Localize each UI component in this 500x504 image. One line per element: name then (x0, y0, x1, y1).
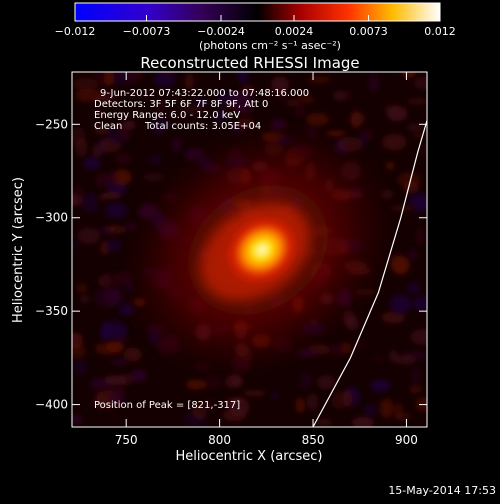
y-tick-label: −300 (35, 211, 68, 225)
colorbar-tick-label: −0.012 (55, 25, 96, 38)
colorbar-tick-label: 0.012 (424, 25, 456, 38)
colorbar-tick-label: 0.0073 (349, 25, 388, 38)
time-range-text: 9-Jun-2012 07:43:22.000 to 07:48:16.000 (100, 88, 309, 99)
colorbar-tick-label: −0.0024 (197, 25, 245, 38)
y-axis-ticks: −250 −300 −350 −400 (35, 117, 427, 412)
detectors-text: Detectors: 3F 5F 6F 7F 8F 9F, Att 0 (94, 99, 268, 110)
colorbar-tick-label: −0.0073 (123, 25, 171, 38)
x-axis-label: Heliocentric X (arcsec) (176, 449, 323, 464)
x-tick-label: 850 (302, 433, 325, 447)
observation-annotations: 9-Jun-2012 07:43:22.000 to 07:48:16.000 … (94, 88, 309, 411)
flare-source (225, 215, 299, 285)
x-tick-label: 900 (395, 433, 418, 447)
solar-limb-arc (312, 120, 427, 427)
total-counts-text: Total counts: 3.05E+04 (144, 121, 261, 132)
footer-timestamp: 15-May-2014 17:53 (388, 484, 496, 497)
colorbar-ticks: −0.012 −0.0073 −0.0024 0.0024 0.0073 0.012 (55, 15, 456, 38)
chart-title: Reconstructed RHESSI Image (140, 54, 359, 72)
colorbar: −0.012 −0.0073 −0.0024 0.0024 0.0073 0.012 (p… (55, 2, 456, 52)
x-axis-ticks: 750 800 850 900 (115, 72, 418, 447)
y-axis-label: Heliocentric Y (arcsec) (11, 177, 26, 323)
peak-position-text: Position of Peak = [821,-317] (94, 400, 240, 411)
colorbar-gradient (74, 2, 441, 22)
y-tick-label: −400 (35, 398, 68, 412)
plot-frame (71, 71, 428, 428)
x-tick-label: 800 (208, 433, 231, 447)
y-tick-label: −250 (35, 117, 68, 131)
colorbar-unit-label: (photons cm⁻² s⁻¹ asec⁻²) (199, 39, 341, 52)
x-tick-label: 750 (115, 433, 138, 447)
y-tick-label: −350 (35, 304, 68, 318)
plot-area (72, 72, 427, 427)
energy-range-text: Energy Range: 6.0 - 12.0 keV (94, 110, 240, 121)
colorbar-tick-label: 0.0024 (275, 25, 314, 38)
algorithm-text: Clean (94, 121, 122, 132)
